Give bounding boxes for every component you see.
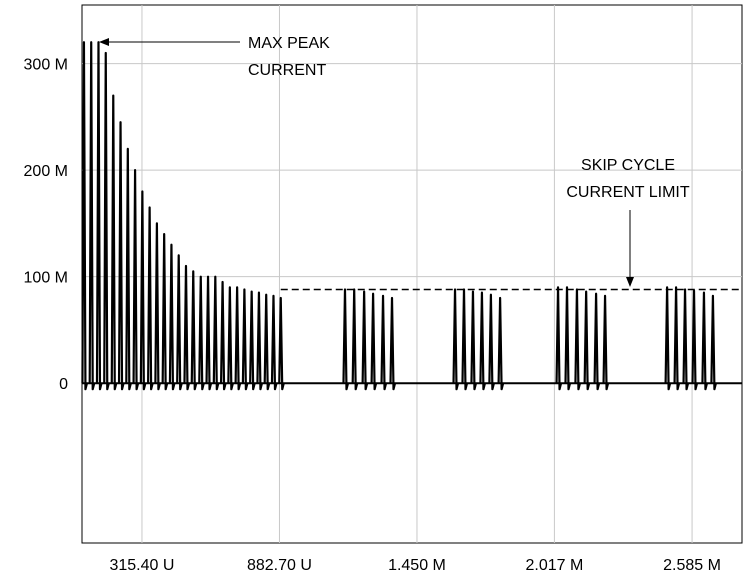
pulse <box>95 41 103 391</box>
pulse <box>452 288 460 391</box>
pulse <box>176 254 183 391</box>
pulse <box>212 275 220 391</box>
pulse <box>361 290 369 391</box>
pulse <box>664 286 672 391</box>
pulse <box>88 41 96 391</box>
pulse <box>81 41 89 391</box>
pulse <box>139 190 147 391</box>
pulse <box>682 288 690 391</box>
x-tick-label: 882.70 U <box>247 557 312 574</box>
pulse <box>154 222 161 391</box>
pulse <box>198 275 205 391</box>
pulse <box>574 288 582 391</box>
pulse <box>241 288 249 391</box>
pulse <box>190 270 198 391</box>
pulse <box>205 275 213 391</box>
y-tick-label: 100 M <box>24 270 68 287</box>
pulse <box>673 286 681 391</box>
pulse <box>161 232 169 391</box>
pulse <box>470 290 478 391</box>
pulse <box>342 288 350 391</box>
pulse <box>125 147 132 391</box>
pulse <box>583 290 591 391</box>
pulse <box>701 291 709 391</box>
pulse <box>380 294 388 391</box>
pulse <box>103 51 110 391</box>
pulse <box>593 292 601 391</box>
pulse <box>168 243 176 391</box>
pulse <box>147 206 154 391</box>
pulse <box>219 280 227 391</box>
x-tick-label: 315.40 U <box>109 557 174 574</box>
pulse <box>710 294 717 391</box>
x-tick-label: 2.017 M <box>525 557 583 574</box>
pulse <box>389 296 397 391</box>
pulse <box>479 291 486 391</box>
plot-frame <box>81 4 743 544</box>
pulse <box>227 286 234 391</box>
pulse <box>488 293 495 391</box>
y-tick-label: 0 <box>59 376 68 393</box>
y-tick-label: 300 M <box>24 57 68 74</box>
pulse <box>110 94 118 391</box>
annotation: SKIP CYCLE <box>581 157 675 174</box>
annotation: MAX PEAK <box>248 35 330 52</box>
pulse <box>270 294 278 391</box>
pulse <box>263 293 271 391</box>
pulse <box>351 288 359 391</box>
pulse <box>249 290 256 391</box>
pulse <box>278 296 285 391</box>
pulse <box>602 294 610 391</box>
annotation: CURRENT <box>248 62 326 79</box>
pulse <box>132 169 140 391</box>
pulse <box>370 292 378 391</box>
pulse <box>234 286 242 391</box>
pulse <box>183 264 191 391</box>
pulse <box>691 289 699 391</box>
x-tick-label: 2.585 M <box>663 557 721 574</box>
pulse <box>497 296 505 391</box>
pulse <box>555 286 563 391</box>
pulse <box>461 288 469 391</box>
pulse <box>564 286 572 391</box>
y-tick-label: 200 M <box>24 163 68 180</box>
pulse <box>117 121 125 391</box>
pulse <box>256 291 264 391</box>
annotation: CURRENT LIMIT <box>566 184 689 201</box>
x-tick-label: 1.450 M <box>388 557 446 574</box>
